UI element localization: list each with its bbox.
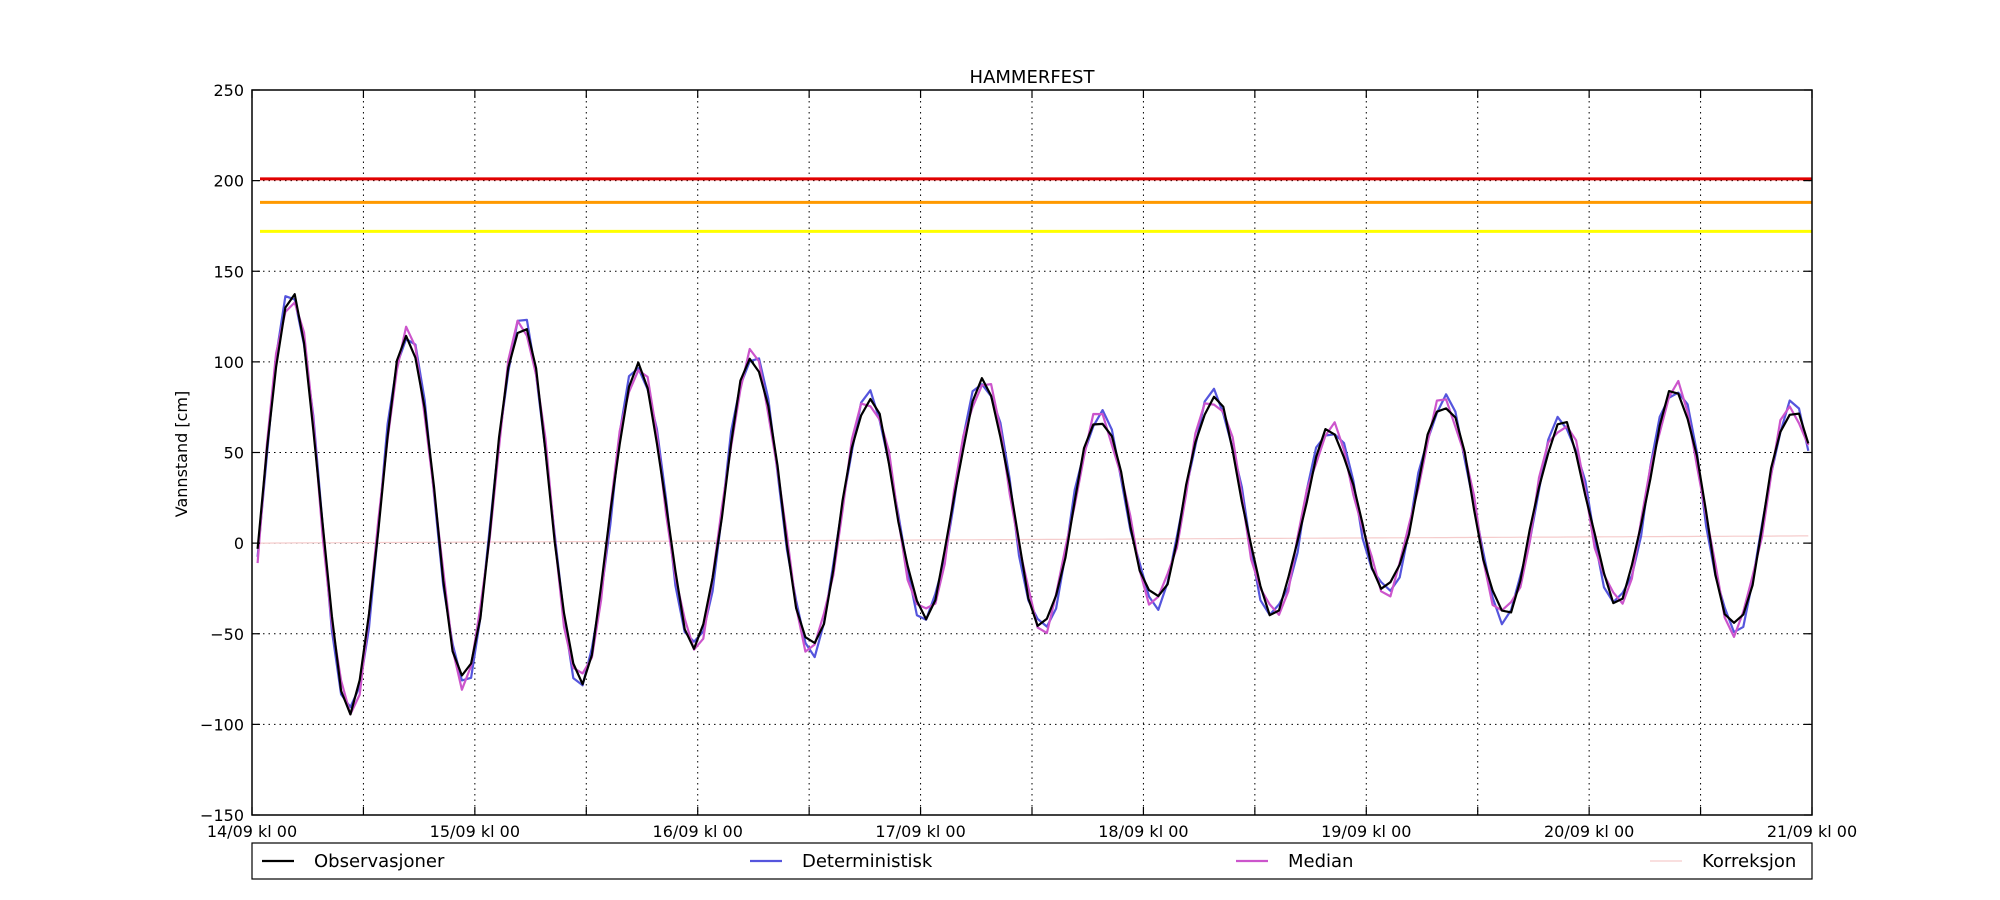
legend-box: [251, 842, 1813, 880]
x-tick-label: 18/09 kl 00: [1098, 822, 1188, 841]
y-axis-ticks: 250 200 150 100 50 0 −50 −100 −150: [200, 81, 1812, 825]
x-tick-label: 20/09 kl 00: [1544, 822, 1634, 841]
chart-title: HAMMERFEST: [970, 67, 1096, 88]
y-tick-label: 150: [213, 262, 244, 281]
legend-label: Deterministisk: [802, 851, 933, 872]
legend: Observasjoner Deterministisk Median Korreks…: [251, 842, 1813, 880]
y-tick-label: 250: [213, 81, 244, 100]
x-tick-label: 16/09 kl 00: [653, 822, 743, 841]
legend-label: Median: [1288, 851, 1353, 872]
series-line-median: [256, 301, 1810, 716]
x-tick-label: 17/09 kl 00: [875, 822, 965, 841]
series-line-deterministisk: [256, 295, 1810, 709]
x-tick-label: 21/09 kl 00: [1767, 822, 1857, 841]
legend-label: Observasjoner: [314, 851, 445, 872]
x-tick-label: 14/09 kl 00: [207, 822, 297, 841]
y-axis-label: Vannstand [cm]: [172, 391, 191, 517]
x-axis-ticks: 14/09 kl 00 15/09 kl 00 16/09 kl 00 17/09 k…: [207, 90, 1857, 841]
y-tick-label: 100: [213, 353, 244, 372]
x-tick-label: 19/09 kl 00: [1321, 822, 1411, 841]
y-tick-label: 50: [224, 444, 244, 463]
grid-lines: [252, 90, 1812, 815]
x-tick-label: 15/09 kl 00: [430, 822, 520, 841]
y-tick-label: 0: [234, 534, 244, 553]
threshold-lines: [260, 177, 1812, 233]
legend-label: Korreksjon: [1702, 851, 1796, 872]
y-tick-label: −150: [200, 806, 244, 825]
series-line-korreksjon: [257, 535, 1809, 544]
y-tick-label: −50: [210, 625, 244, 644]
y-tick-label: 200: [213, 172, 244, 191]
series-lines: [256, 293, 1810, 716]
series-line-observasjoner: [256, 293, 1810, 716]
y-tick-label: −100: [200, 715, 244, 734]
